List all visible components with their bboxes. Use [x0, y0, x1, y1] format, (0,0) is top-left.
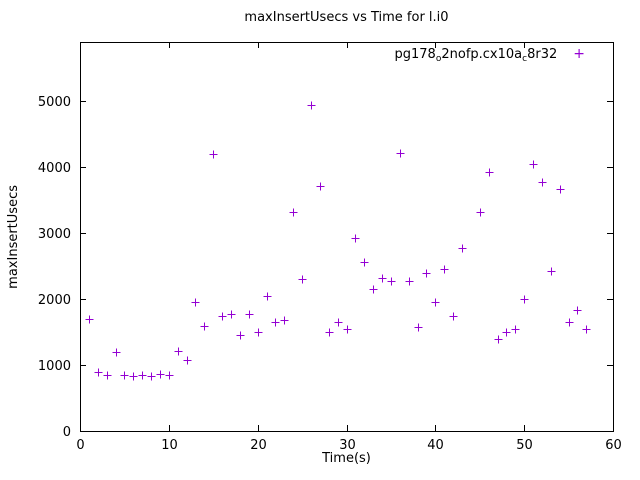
- data-point: [343, 325, 352, 334]
- y-axis-label-wrap: maxInsertUsecs: [6, 42, 21, 431]
- data-point: [547, 267, 556, 276]
- data-point: [405, 277, 414, 286]
- data-point: [209, 150, 218, 159]
- data-point: [156, 370, 165, 379]
- data-point: [147, 372, 156, 381]
- data-point: [520, 295, 529, 304]
- x-tick-label: 30: [339, 438, 356, 453]
- data-point: [254, 328, 263, 337]
- y-tick-label: 0: [63, 425, 71, 440]
- data-point: [200, 322, 209, 331]
- y-tick-label: 1000: [38, 359, 71, 374]
- x-tick-label: 20: [250, 438, 267, 453]
- data-point: [289, 208, 298, 217]
- data-point: [476, 208, 485, 217]
- data-point: [431, 298, 440, 307]
- data-point: [511, 325, 520, 334]
- y-tick-label: 3000: [38, 227, 71, 242]
- data-point: [129, 372, 138, 381]
- data-point: [494, 335, 503, 344]
- data-point: [378, 274, 387, 283]
- data-point: [263, 292, 272, 301]
- data-point: [218, 312, 227, 321]
- data-point: [334, 318, 343, 327]
- data-point: [387, 277, 396, 286]
- legend-label-part: 8r32: [527, 47, 558, 62]
- data-point: [422, 269, 431, 278]
- data-point: [538, 178, 547, 187]
- data-point: [529, 160, 538, 169]
- data-point: [360, 258, 369, 267]
- y-axis-label: maxInsertUsecs: [6, 184, 21, 289]
- legend-marker-icon: +: [573, 46, 585, 62]
- data-point: [396, 149, 405, 158]
- x-tick-label: 0: [76, 438, 84, 453]
- data-point: [94, 368, 103, 377]
- legend-label-part: pg178: [394, 47, 436, 62]
- data-point: [280, 316, 289, 325]
- data-point: [120, 371, 129, 380]
- data-point: [165, 371, 174, 380]
- x-tick-label: 10: [161, 438, 178, 453]
- data-point: [103, 371, 112, 380]
- data-point: [298, 275, 307, 284]
- data-point: [245, 310, 254, 319]
- chart-title: maxInsertUsecs vs Time for l.i0: [244, 10, 449, 25]
- legend: pg178 o 2nofp.cx10a c 8r32 +: [80, 46, 585, 64]
- data-point: [440, 265, 449, 274]
- data-point: [307, 101, 316, 110]
- data-point: [369, 285, 378, 294]
- data-point: [183, 356, 192, 365]
- data-point: [565, 318, 574, 327]
- data-point: [236, 331, 245, 340]
- data-point: [191, 298, 200, 307]
- x-axis-label: Time(s): [322, 451, 371, 466]
- data-point: [414, 323, 423, 332]
- legend-label-part-sub: o: [435, 54, 442, 64]
- data-point: [85, 315, 94, 324]
- y-tick-label: 2000: [38, 293, 71, 308]
- data-point: [449, 312, 458, 321]
- legend-label-part: 2nofp.cx10a: [441, 47, 523, 62]
- data-point: [582, 325, 591, 334]
- data-point: [458, 244, 467, 253]
- data-point: [556, 185, 565, 194]
- legend-label-part-sub: c: [522, 54, 528, 64]
- data-point: [138, 371, 147, 380]
- data-point: [112, 348, 121, 357]
- x-tick-label: 50: [516, 438, 533, 453]
- data-point: [174, 347, 183, 356]
- data-point: [573, 306, 582, 315]
- x-tick-label: 40: [427, 438, 444, 453]
- data-point: [502, 328, 511, 337]
- data-point: [227, 310, 236, 319]
- y-tick-label: 4000: [38, 161, 71, 176]
- data-point: [485, 168, 494, 177]
- data-point: [316, 182, 325, 191]
- y-tick-label: 5000: [38, 95, 71, 110]
- x-tick-label: 60: [605, 438, 622, 453]
- data-point: [271, 318, 280, 327]
- data-point: [325, 328, 334, 337]
- data-point: [351, 234, 360, 243]
